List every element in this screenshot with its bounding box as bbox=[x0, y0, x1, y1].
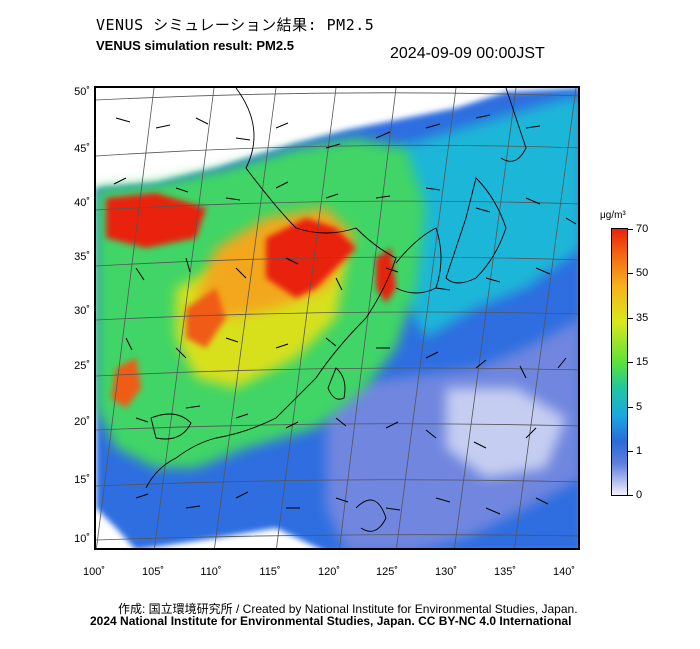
colorbar bbox=[611, 228, 628, 496]
map-canvas bbox=[96, 88, 578, 548]
lon-tick-140: 140˚ bbox=[552, 566, 576, 578]
colorbar-label-50: 50 bbox=[636, 267, 649, 279]
lat-tick-10: 10˚ bbox=[74, 533, 90, 545]
colorbar-tickmark bbox=[628, 273, 633, 274]
colorbar-tickmark bbox=[628, 318, 633, 319]
credit-line: 作成: 国立環境研究所 / Created by National Instit… bbox=[118, 602, 578, 616]
coastlines bbox=[145, 88, 527, 532]
colorbar-unit: μg/m³ bbox=[600, 210, 626, 221]
title-english: VENUS simulation result: PM2.5 bbox=[96, 38, 294, 53]
lat-tick-45: 45˚ bbox=[74, 143, 90, 155]
lat-tick-50: 50˚ bbox=[74, 86, 90, 98]
lon-tick-125: 125˚ bbox=[375, 566, 399, 578]
colorbar-label-5: 5 bbox=[636, 401, 643, 413]
lat-tick-15: 15˚ bbox=[74, 474, 90, 486]
colorbar-label-70: 70 bbox=[636, 223, 649, 235]
lat-tick-40: 40˚ bbox=[74, 197, 90, 209]
lat-tick-35: 35˚ bbox=[74, 251, 90, 263]
lon-tick-135: 135˚ bbox=[493, 566, 517, 578]
lon-tick-110: 110˚ bbox=[200, 566, 222, 578]
graticule bbox=[96, 88, 578, 548]
license-line: 2024 National Institute for Environmenta… bbox=[90, 614, 572, 628]
colorbar-label-15: 15 bbox=[636, 356, 649, 368]
colorbar-tickmark bbox=[628, 362, 633, 363]
lat-tick-30: 30˚ bbox=[74, 305, 90, 317]
timestamp: 2024-09-09 00:00JST bbox=[390, 45, 545, 62]
pm25-map bbox=[94, 86, 580, 550]
colorbar-label-1: 1 bbox=[636, 445, 643, 457]
colorbar-tickmark bbox=[628, 407, 633, 408]
lon-tick-105: 105˚ bbox=[141, 566, 165, 578]
lat-tick-20: 20˚ bbox=[74, 416, 90, 428]
concentration-field bbox=[96, 88, 578, 548]
colorbar-tickmark bbox=[628, 229, 633, 230]
colorbar-label-0: 0 bbox=[636, 489, 643, 501]
colorbar-label-35: 35 bbox=[636, 312, 649, 324]
colorbar-tickmark bbox=[628, 495, 633, 496]
title-japanese: VENUS シミュレーション結果: PM2.5 bbox=[96, 16, 375, 34]
lat-tick-25: 25˚ bbox=[74, 360, 90, 372]
wind-vectors bbox=[113, 114, 577, 515]
lon-tick-120: 120˚ bbox=[317, 566, 341, 578]
lon-tick-115: 115˚ bbox=[259, 566, 281, 578]
lon-tick-100: 100˚ bbox=[82, 566, 106, 578]
lon-tick-130: 130˚ bbox=[434, 566, 458, 578]
colorbar-tickmark bbox=[628, 451, 633, 452]
